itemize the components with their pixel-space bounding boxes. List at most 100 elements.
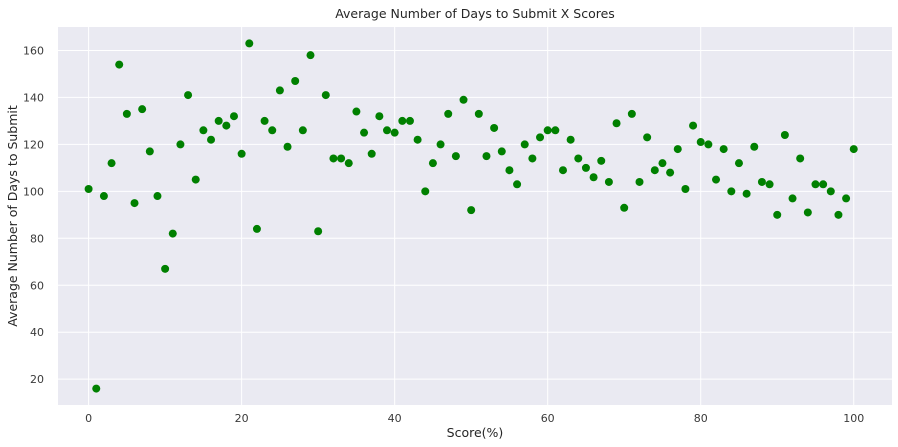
data-point bbox=[696, 138, 705, 147]
data-point bbox=[222, 121, 231, 130]
grid-lines bbox=[58, 27, 892, 405]
data-point bbox=[650, 166, 659, 175]
data-point bbox=[734, 159, 743, 168]
data-point bbox=[712, 175, 721, 184]
data-point bbox=[130, 199, 139, 208]
data-point bbox=[84, 185, 93, 193]
x-tick-label: 0 bbox=[85, 412, 92, 425]
data-point bbox=[643, 133, 652, 142]
data-point bbox=[528, 154, 537, 163]
x-tick-label: 60 bbox=[541, 412, 555, 425]
data-point bbox=[451, 152, 460, 161]
data-point bbox=[505, 166, 514, 175]
data-point bbox=[551, 126, 560, 135]
data-point bbox=[689, 121, 698, 130]
data-point bbox=[490, 123, 499, 132]
data-point bbox=[421, 187, 430, 196]
data-point bbox=[635, 177, 644, 186]
data-point bbox=[803, 208, 812, 217]
data-point bbox=[367, 149, 376, 158]
data-point bbox=[788, 194, 797, 203]
data-point bbox=[107, 159, 116, 168]
data-point bbox=[658, 159, 667, 168]
x-tick-label: 100 bbox=[843, 412, 864, 425]
data-point bbox=[306, 51, 315, 60]
data-point bbox=[145, 147, 154, 156]
x-axis-label: Score(%) bbox=[447, 425, 504, 440]
data-point bbox=[750, 142, 759, 151]
data-point bbox=[207, 135, 216, 144]
data-point bbox=[459, 95, 468, 104]
data-point bbox=[742, 189, 751, 198]
data-point bbox=[191, 175, 200, 184]
data-point bbox=[99, 192, 108, 201]
data-point bbox=[467, 206, 476, 215]
data-point bbox=[252, 224, 261, 233]
data-point bbox=[681, 185, 690, 193]
data-point bbox=[444, 109, 453, 118]
y-tick-label: 140 bbox=[23, 91, 44, 104]
data-point bbox=[819, 180, 828, 189]
data-point bbox=[413, 135, 422, 144]
data-point bbox=[436, 140, 445, 149]
data-point bbox=[765, 180, 774, 189]
data-point bbox=[352, 107, 361, 116]
data-point bbox=[780, 131, 789, 139]
x-tick-label: 40 bbox=[388, 412, 402, 425]
data-point bbox=[543, 126, 552, 135]
data-point bbox=[176, 140, 185, 149]
data-point bbox=[237, 149, 246, 158]
data-point bbox=[138, 105, 147, 114]
data-point bbox=[268, 126, 277, 135]
data-point bbox=[620, 203, 629, 212]
data-point bbox=[520, 140, 529, 149]
y-tick-label: 20 bbox=[30, 373, 44, 386]
plot-background bbox=[58, 27, 892, 405]
data-point bbox=[390, 128, 399, 137]
data-point bbox=[184, 91, 193, 100]
data-point bbox=[375, 112, 384, 121]
data-point bbox=[597, 156, 606, 165]
data-point bbox=[321, 91, 330, 100]
data-point bbox=[337, 154, 346, 163]
data-point bbox=[811, 180, 820, 189]
data-point bbox=[604, 177, 613, 186]
data-point bbox=[666, 168, 675, 177]
data-point bbox=[513, 180, 522, 189]
data-point bbox=[168, 229, 177, 238]
data-point bbox=[834, 210, 843, 219]
data-point bbox=[329, 154, 338, 163]
data-point bbox=[92, 384, 101, 393]
data-point bbox=[719, 145, 728, 154]
data-point bbox=[298, 126, 307, 135]
tick-labels: 0 20 40 60 80 100 20 40 60 80 100 120 140 160 bbox=[23, 44, 864, 425]
data-point bbox=[482, 152, 491, 161]
data-point bbox=[727, 187, 736, 196]
y-tick-label: 80 bbox=[30, 232, 44, 245]
data-point bbox=[291, 77, 300, 85]
data-point bbox=[842, 194, 851, 203]
y-axis-label: Average Number of Days to Submit bbox=[5, 105, 20, 327]
data-point bbox=[383, 126, 392, 135]
data-point bbox=[229, 112, 238, 121]
data-point bbox=[627, 109, 636, 118]
chart-title: Average Number of Days to Submit X Score… bbox=[335, 6, 615, 21]
data-point bbox=[153, 192, 162, 201]
data-point bbox=[773, 210, 782, 219]
data-point bbox=[245, 39, 254, 48]
data-point bbox=[574, 154, 583, 163]
data-point bbox=[199, 126, 208, 135]
data-point bbox=[115, 60, 124, 69]
data-point bbox=[344, 159, 353, 168]
data-point bbox=[122, 109, 131, 118]
data-point bbox=[796, 154, 805, 163]
data-point bbox=[826, 187, 835, 196]
data-point bbox=[581, 163, 590, 172]
data-point bbox=[536, 133, 545, 142]
data-points bbox=[84, 39, 858, 393]
data-point bbox=[214, 116, 223, 125]
y-tick-label: 160 bbox=[23, 44, 44, 57]
y-tick-label: 120 bbox=[23, 138, 44, 151]
